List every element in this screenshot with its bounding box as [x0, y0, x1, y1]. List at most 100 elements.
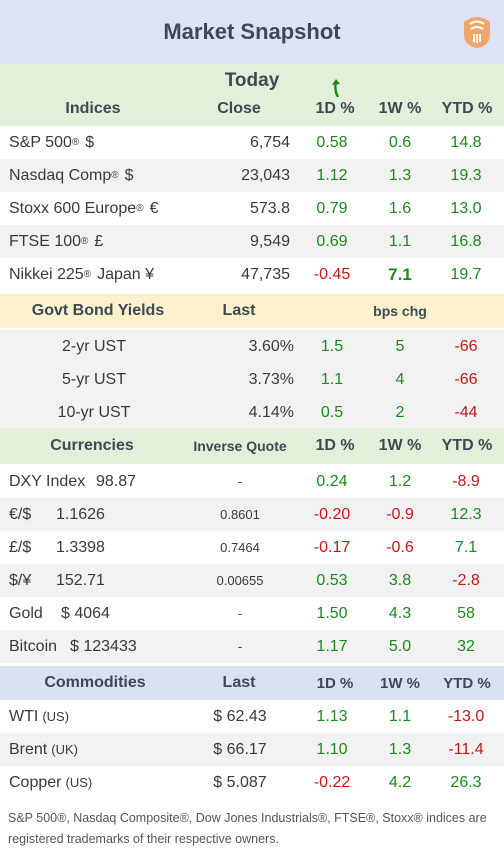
currency-1d: 0.24: [316, 472, 348, 490]
index-row[interactable]: FTSE 100 ® £ 9,549 0.69 1.1 16.8: [0, 225, 504, 258]
col-1d: 1D %: [315, 100, 355, 117]
index-row[interactable]: S&P 500 ® $ 6,754 0.58 0.6 14.8: [0, 126, 504, 159]
currency-row[interactable]: £/$ 1.3398 0.7464 -0.17 -0.6 7.1: [0, 531, 504, 564]
index-ytd: 19.3: [450, 166, 482, 184]
currency-1w: -0.6: [386, 538, 414, 556]
currency-name: $/¥: [9, 571, 32, 589]
bond-1d: 0.5: [320, 403, 344, 421]
col-close: Close: [217, 100, 261, 117]
bond-last: 3.73%: [248, 370, 294, 388]
commodity-name-text: WTI: [9, 707, 39, 725]
commodity-name: Brent (UK): [9, 733, 159, 766]
stylized-face-logo-icon: [460, 14, 494, 50]
currency-1d: -0.20: [313, 505, 351, 523]
currency-1d: 0.53: [316, 571, 348, 589]
index-name-text: Nasdaq Comp: [9, 166, 112, 184]
commodity-region: (UK): [51, 742, 78, 757]
index-currency: $: [85, 133, 95, 151]
index-name: Stoxx 600 Europe ® €: [9, 199, 159, 217]
index-currency: £: [94, 232, 104, 250]
currency-row[interactable]: €/$ 1.1626 0.8601 -0.20 -0.9 12.3: [0, 498, 504, 531]
index-ytd: 19.7: [450, 265, 482, 283]
index-name: FTSE 100 ® £: [9, 232, 104, 250]
index-1d: 0.79: [316, 199, 348, 217]
commodity-row[interactable]: WTI (US) $ 62.43 1.13 1.1 -13.0: [0, 700, 504, 733]
index-name-text: S&P 500: [9, 133, 72, 151]
index-name: S&P 500 ® $: [9, 133, 95, 151]
currency-1w: 5.0: [388, 637, 412, 655]
currency-row[interactable]: Bitcoin $ 123433 - 1.17 5.0 32: [0, 630, 504, 663]
currency-name: Bitcoin: [9, 637, 58, 655]
bond-row[interactable]: 2-yr UST 3.60% 1.5 5 -66: [0, 330, 504, 363]
currency-row[interactable]: $/¥ 152.71 0.00655 0.53 3.8 -2.8: [0, 564, 504, 597]
currency-value: $ 123433: [70, 637, 137, 655]
currency-1w: 3.8: [388, 571, 412, 589]
index-1d: 0.69: [316, 232, 348, 250]
col-currencies: Currencies: [50, 437, 134, 454]
currency-ytd: -2.8: [452, 571, 480, 589]
currency-1d: -0.17: [313, 538, 351, 556]
index-close: 23,043: [241, 166, 290, 184]
col-1w: 1W %: [378, 100, 422, 117]
commodity-ytd: 26.3: [450, 773, 482, 791]
commodity-region: (US): [42, 709, 70, 724]
commodities-header: Commodities Last 1D % 1W % YTD %: [0, 666, 504, 700]
currency-value: 1.3398: [56, 538, 105, 556]
title-bar: Market Snapshot: [0, 0, 504, 64]
commodity-last: $ 66.17: [213, 740, 267, 758]
bonds-header: Govt Bond Yields Last bps chg: [0, 294, 504, 328]
commodity-name: WTI (US): [9, 700, 159, 733]
commodity-name-text: Copper: [9, 773, 62, 791]
index-row[interactable]: Nikkei 225 ® Japan ¥ 47,735 -0.45 7.1 19.7: [0, 258, 504, 291]
commodity-row[interactable]: Copper (US) $ 5.087 -0.22 4.2 26.3: [0, 766, 504, 799]
index-1w: 0.6: [388, 133, 412, 151]
col-inverse: Inverse Quote: [193, 438, 287, 454]
index-1d: -0.45: [313, 265, 351, 283]
commodity-1d: -0.22: [313, 773, 351, 791]
index-name-text: FTSE 100: [9, 232, 82, 250]
col-1d: 1D %: [315, 437, 355, 454]
bond-last: 3.60%: [248, 337, 294, 355]
index-1d: 0.58: [316, 133, 348, 151]
up-arrow-icon: [332, 79, 340, 98]
currency-ytd: 32: [457, 637, 475, 655]
currency-inverse: -: [237, 639, 243, 654]
col-ytd: YTD %: [443, 674, 491, 692]
index-row[interactable]: Nasdaq Comp ® $ 23,043 1.12 1.3 19.3: [0, 159, 504, 192]
currency-row[interactable]: Gold $ 4064 - 1.50 4.3 58: [0, 597, 504, 630]
currency-name: €/$: [9, 505, 32, 523]
col-1d: 1D %: [316, 674, 354, 692]
currency-ytd: 7.1: [454, 538, 478, 556]
bond-1d: 1.5: [320, 337, 344, 355]
bond-1w: 4: [395, 370, 405, 388]
col-bonds: Govt Bond Yields: [31, 302, 165, 319]
bond-row[interactable]: 5-yr UST 3.73% 1.1 4 -66: [0, 363, 504, 396]
bond-ytd: -44: [454, 403, 478, 421]
commodity-1d: 1.10: [316, 740, 348, 758]
index-name-text: Nikkei 225: [9, 265, 84, 283]
index-row[interactable]: Stoxx 600 Europe ® € 573.8 0.79 1.6 13.0: [0, 192, 504, 225]
bond-ytd: -66: [454, 337, 478, 355]
index-close: 9,549: [249, 232, 290, 250]
index-close: 6,754: [249, 133, 290, 151]
bond-1d: 1.1: [320, 370, 344, 388]
currency-inverse: -: [237, 606, 243, 621]
index-currency: Japan ¥: [97, 265, 155, 283]
commodity-last: $ 62.43: [213, 707, 267, 725]
bond-name: 10-yr UST: [57, 403, 131, 421]
bond-ytd: -66: [454, 370, 478, 388]
bond-1w: 2: [395, 403, 405, 421]
currency-name: Gold: [9, 604, 43, 622]
index-1w: 1.6: [388, 199, 412, 217]
currency-1w: -0.9: [386, 505, 414, 523]
commodity-row[interactable]: Brent (UK) $ 66.17 1.10 1.3 -11.4: [0, 733, 504, 766]
index-1w: 1.1: [388, 232, 412, 250]
commodity-ytd: -11.4: [448, 740, 484, 758]
currency-inverse: 0.8601: [220, 507, 260, 522]
bond-row[interactable]: 10-yr UST 4.14% 0.5 2 -44: [0, 396, 504, 429]
col-1w: 1W %: [378, 437, 422, 454]
index-close: 47,735: [241, 265, 290, 283]
currency-row[interactable]: DXY Index 98.87 - 0.24 1.2 -8.9: [0, 465, 504, 498]
col-last: Last: [222, 302, 256, 319]
index-ytd: 13.0: [450, 199, 482, 217]
